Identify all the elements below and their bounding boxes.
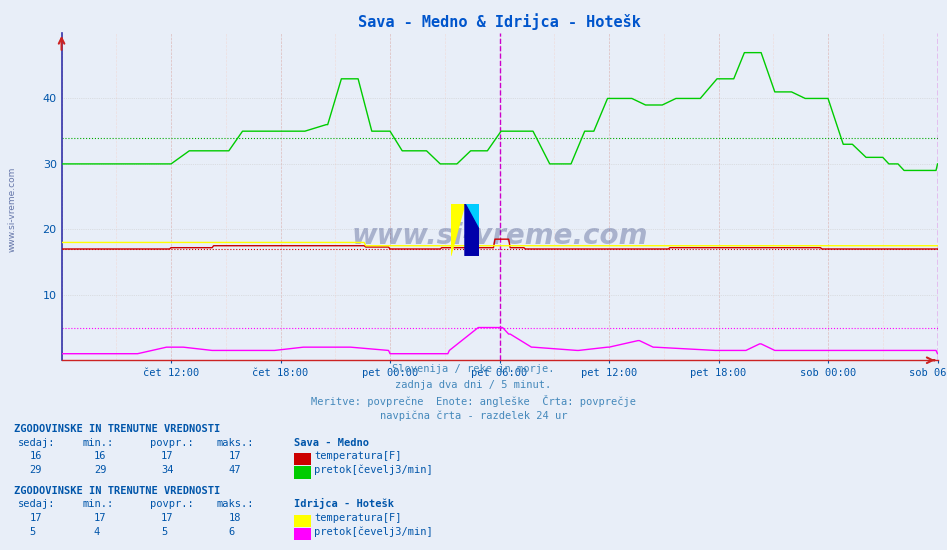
Title: Sava - Medno & Idrijca - Hotešk: Sava - Medno & Idrijca - Hotešk (358, 14, 641, 30)
Text: temperatura[F]: temperatura[F] (314, 513, 402, 523)
Text: min.:: min.: (82, 437, 114, 448)
Text: 17: 17 (161, 451, 173, 461)
Text: 4: 4 (94, 527, 100, 537)
Text: 18: 18 (228, 513, 241, 523)
Polygon shape (451, 204, 465, 256)
Text: sedaj:: sedaj: (18, 437, 56, 448)
Text: 17: 17 (29, 513, 42, 523)
Text: 29: 29 (94, 465, 106, 475)
Text: ZGODOVINSKE IN TRENUTNE VREDNOSTI: ZGODOVINSKE IN TRENUTNE VREDNOSTI (14, 486, 221, 496)
Text: 5: 5 (29, 527, 36, 537)
Text: ZGODOVINSKE IN TRENUTNE VREDNOSTI: ZGODOVINSKE IN TRENUTNE VREDNOSTI (14, 424, 221, 434)
Text: Slovenija / reke in morje.: Slovenija / reke in morje. (392, 364, 555, 374)
Text: 17: 17 (228, 451, 241, 461)
Text: maks.:: maks.: (217, 499, 255, 509)
Text: Sava - Medno: Sava - Medno (294, 437, 368, 448)
Text: 6: 6 (228, 527, 235, 537)
Text: pretok[čevelj3/min]: pretok[čevelj3/min] (314, 465, 433, 475)
Text: 29: 29 (29, 465, 42, 475)
Text: min.:: min.: (82, 499, 114, 509)
Polygon shape (465, 204, 479, 256)
Text: 16: 16 (94, 451, 106, 461)
Text: pretok[čevelj3/min]: pretok[čevelj3/min] (314, 526, 433, 537)
Text: povpr.:: povpr.: (150, 499, 193, 509)
Text: Idrijca - Hotešk: Idrijca - Hotešk (294, 498, 394, 509)
Text: sedaj:: sedaj: (18, 499, 56, 509)
Text: 5: 5 (161, 527, 168, 537)
Text: 16: 16 (29, 451, 42, 461)
Polygon shape (465, 204, 479, 230)
Text: Meritve: povprečne  Enote: angleške  Črta: povprečje: Meritve: povprečne Enote: angleške Črta:… (311, 395, 636, 407)
Text: 34: 34 (161, 465, 173, 475)
Text: 17: 17 (94, 513, 106, 523)
Text: povpr.:: povpr.: (150, 437, 193, 448)
Text: www.si-vreme.com: www.si-vreme.com (351, 222, 648, 250)
Text: temperatura[F]: temperatura[F] (314, 451, 402, 461)
Text: zadnja dva dni / 5 minut.: zadnja dva dni / 5 minut. (396, 379, 551, 389)
Text: 47: 47 (228, 465, 241, 475)
Text: maks.:: maks.: (217, 437, 255, 448)
Text: 17: 17 (161, 513, 173, 523)
Text: www.si-vreme.com: www.si-vreme.com (8, 166, 17, 252)
Text: navpična črta - razdelek 24 ur: navpična črta - razdelek 24 ur (380, 410, 567, 421)
